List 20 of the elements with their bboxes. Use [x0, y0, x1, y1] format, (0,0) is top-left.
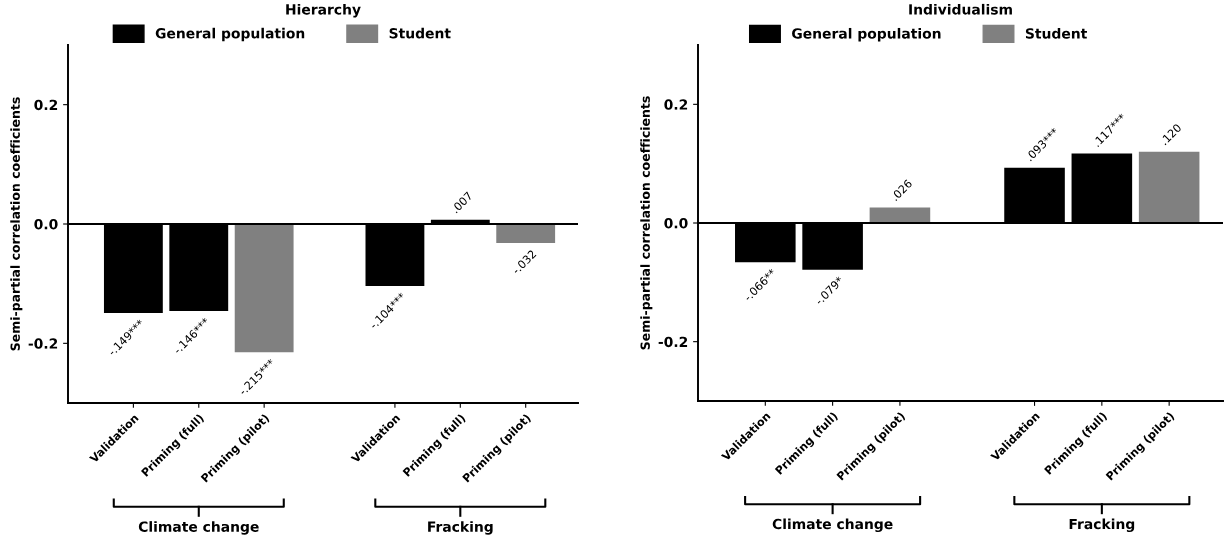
- text: Fracking: [1069, 518, 1135, 533]
- bar: [1138, 151, 1200, 223]
- legend-label: General population: [792, 27, 941, 42]
- bar: [869, 207, 931, 223]
- y-tick-label: 0.2: [34, 99, 58, 111]
- y-tick-label: 0.0: [664, 217, 688, 229]
- y-tick-label: -0.2: [28, 338, 58, 349]
- y-axis-title: Semi-partial correlation coefficients: [640, 96, 653, 350]
- text: Fracking: [428, 521, 493, 535]
- legend-label: Student: [1025, 27, 1087, 39]
- text: Climate change: [138, 521, 259, 535]
- legend-label: General population: [155, 27, 305, 42]
- y-tick-label: -0.2: [658, 336, 688, 348]
- chart-title: Individualism: [909, 3, 1012, 15]
- y-tick-label: 0.2: [664, 99, 688, 110]
- chart-title: Hierarchy: [286, 3, 361, 18]
- y-axis-title: Semi-partial correlation coefficients: [10, 97, 23, 351]
- y-tick-label: 0.0: [34, 218, 58, 230]
- text: Climate change: [772, 518, 893, 533]
- legend-label: Student: [389, 27, 451, 39]
